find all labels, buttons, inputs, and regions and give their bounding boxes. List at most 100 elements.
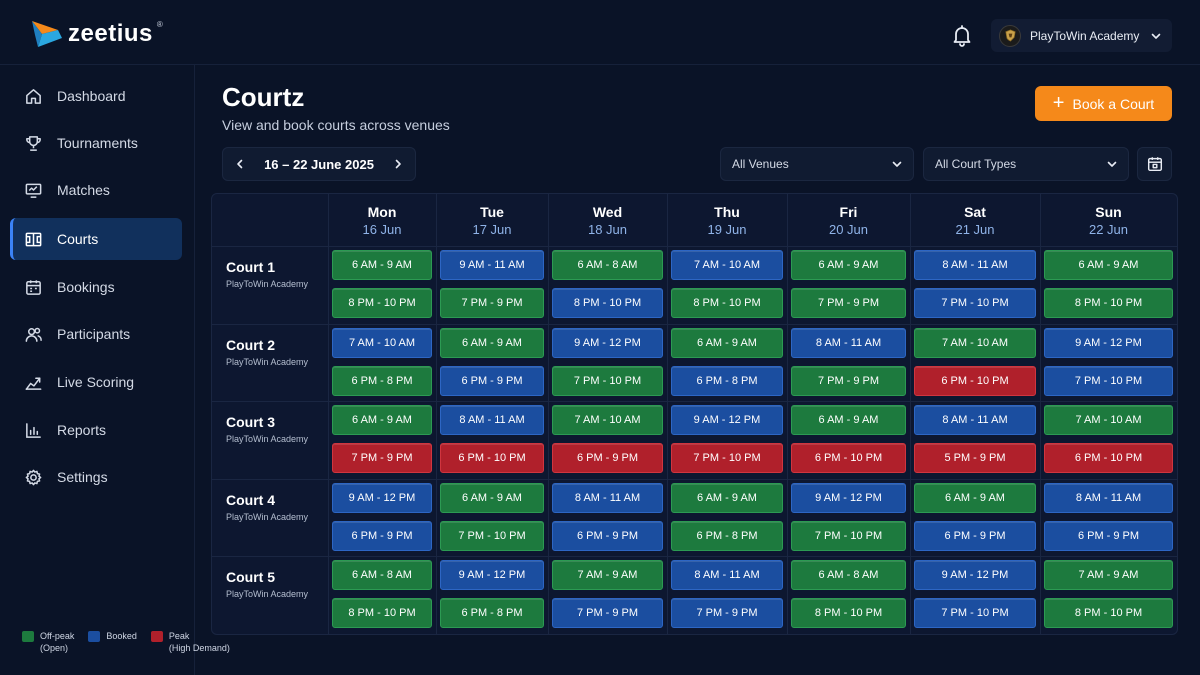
book-court-button[interactable]: + Book a Court [1035, 86, 1172, 121]
time-slot-off[interactable]: 6 PM - 8 PM [440, 598, 544, 629]
time-slot-off[interactable]: 6 PM - 8 PM [332, 365, 432, 396]
time-slot-off[interactable]: 7 AM - 9 AM [1044, 560, 1173, 591]
time-slot-booked[interactable]: 8 AM - 11 AM [914, 405, 1036, 436]
time-slot-off[interactable]: 8 PM - 10 PM [671, 288, 783, 318]
time-slot-booked[interactable]: 9 AM - 12 PM [552, 327, 663, 358]
time-slot-off[interactable]: 7 PM - 9 PM [440, 288, 544, 318]
time-slot-off[interactable]: 6 AM - 8 AM [552, 250, 663, 280]
time-slot-off[interactable]: 6 AM - 9 AM [791, 405, 906, 436]
sidebar-item-label: Settings [57, 469, 108, 485]
sidebar-item-settings[interactable]: Settings [10, 456, 182, 498]
time-slot-booked[interactable]: 8 AM - 11 AM [914, 250, 1036, 280]
time-slot-peak[interactable]: 6 PM - 10 PM [791, 443, 906, 474]
calendar-picker-button[interactable] [1137, 147, 1172, 181]
time-slot-off[interactable]: 7 AM - 10 AM [914, 327, 1036, 358]
sidebar-item-live-scoring[interactable]: Live Scoring [10, 361, 182, 403]
time-slot-off[interactable]: 6 AM - 9 AM [440, 327, 544, 358]
time-slot-off[interactable]: 7 PM - 10 PM [552, 365, 663, 396]
time-slot-off[interactable]: 6 AM - 9 AM [914, 482, 1036, 513]
time-slot-off[interactable]: 6 AM - 9 AM [671, 327, 783, 358]
sidebar-item-participants[interactable]: Participants [10, 313, 182, 355]
time-slot-off[interactable]: 6 AM - 8 AM [791, 560, 906, 591]
time-slot-peak[interactable]: 5 PM - 9 PM [914, 443, 1036, 474]
account-switcher[interactable]: PlayToWin Academy [991, 19, 1172, 52]
time-slot-booked[interactable]: 9 AM - 11 AM [440, 250, 544, 280]
time-slot-booked[interactable]: 9 AM - 12 PM [440, 560, 544, 591]
time-slot-booked[interactable]: 8 AM - 11 AM [1044, 482, 1173, 513]
sidebar-item-dashboard[interactable]: Dashboard [10, 75, 182, 117]
time-slot-booked[interactable]: 7 PM - 9 PM [671, 598, 783, 629]
time-slot-peak[interactable]: 7 PM - 9 PM [332, 443, 432, 474]
time-slot-off[interactable]: 6 AM - 9 AM [671, 482, 783, 513]
time-slot-booked[interactable]: 9 AM - 12 PM [791, 482, 906, 513]
time-slot-booked[interactable]: 7 PM - 10 PM [1044, 365, 1173, 396]
time-slot-off[interactable]: 7 PM - 10 PM [791, 520, 906, 551]
chevron-down-icon [892, 161, 902, 167]
page-title: Courtz [222, 82, 305, 112]
time-slot-off[interactable]: 7 PM - 9 PM [791, 365, 906, 396]
time-slot-booked[interactable]: 7 PM - 9 PM [552, 598, 663, 629]
time-slot-booked[interactable]: 9 AM - 12 PM [671, 405, 783, 436]
sidebar-item-bookings[interactable]: Bookings [10, 266, 182, 308]
time-slot-peak[interactable]: 7 PM - 10 PM [671, 443, 783, 474]
time-slot-off[interactable]: 6 AM - 8 AM [332, 560, 432, 591]
time-slot-off[interactable]: 8 PM - 10 PM [1044, 288, 1173, 318]
time-slot-off[interactable]: 7 PM - 9 PM [791, 288, 906, 318]
time-slot-booked[interactable]: 9 AM - 12 PM [1044, 327, 1173, 358]
users-icon [24, 325, 43, 344]
time-slot-booked[interactable]: 6 PM - 9 PM [1044, 520, 1173, 551]
time-slot-booked[interactable]: 6 PM - 9 PM [332, 520, 432, 551]
chevron-right-icon[interactable] [389, 155, 407, 173]
time-slot-booked[interactable]: 8 AM - 11 AM [552, 482, 663, 513]
time-slot-off[interactable]: 8 PM - 10 PM [791, 598, 906, 629]
time-slot-booked[interactable]: 6 PM - 8 PM [671, 365, 783, 396]
time-slot-off[interactable]: 6 PM - 8 PM [671, 520, 783, 551]
notification-bell-icon[interactable] [950, 23, 974, 47]
time-slot-booked[interactable]: 7 AM - 10 AM [332, 327, 432, 358]
time-slot-booked[interactable]: 6 PM - 9 PM [440, 365, 544, 396]
chevron-left-icon[interactable] [231, 155, 249, 173]
time-slot-peak[interactable]: 6 PM - 9 PM [552, 443, 663, 474]
time-slot-booked[interactable]: 9 AM - 12 PM [332, 482, 432, 513]
court-type-select[interactable]: All Court Types [923, 147, 1129, 181]
time-slot-off[interactable]: 8 PM - 10 PM [332, 598, 432, 629]
time-slot-off[interactable]: 7 PM - 10 PM [440, 520, 544, 551]
legend-offpeak-sublabel: (Open) [40, 643, 69, 653]
time-slot-off[interactable]: 6 AM - 9 AM [332, 405, 432, 436]
sidebar-item-tournaments[interactable]: Tournaments [10, 122, 182, 164]
brand-name: zeetius [68, 20, 153, 47]
time-slot-peak[interactable]: 6 PM - 10 PM [440, 443, 544, 474]
time-slot-booked[interactable]: 8 AM - 11 AM [671, 560, 783, 591]
time-slot-booked[interactable]: 7 PM - 10 PM [914, 598, 1036, 629]
time-slot-off[interactable]: 6 AM - 9 AM [1044, 250, 1173, 280]
time-slot-off[interactable]: 8 PM - 10 PM [1044, 598, 1173, 629]
time-slot-peak[interactable]: 6 PM - 10 PM [914, 365, 1036, 396]
time-slot-off[interactable]: 6 AM - 9 AM [440, 482, 544, 513]
sidebar-item-reports[interactable]: Reports [10, 409, 182, 451]
time-slot-booked[interactable]: 6 PM - 9 PM [552, 520, 663, 551]
time-slot-booked[interactable]: 6 PM - 9 PM [914, 520, 1036, 551]
time-slot-booked[interactable]: 9 AM - 12 PM [914, 560, 1036, 591]
brand-logo[interactable]: zeetius ® [32, 20, 163, 48]
time-slot-booked[interactable]: 7 PM - 10 PM [914, 288, 1036, 318]
logo-mark-icon [32, 21, 62, 47]
sidebar-item-matches[interactable]: Matches [10, 169, 182, 211]
time-slot-booked[interactable]: 8 AM - 11 AM [440, 405, 544, 436]
sidebar-item-courts[interactable]: Courts [10, 218, 182, 260]
time-slot-booked[interactable]: 8 PM - 10 PM [552, 288, 663, 318]
time-slot-off[interactable]: 6 AM - 9 AM [332, 250, 432, 280]
grid-row-divider [212, 401, 1177, 403]
time-slot-booked[interactable]: 8 AM - 11 AM [791, 327, 906, 358]
time-slot-off[interactable]: 8 PM - 10 PM [332, 288, 432, 318]
time-slot-off[interactable]: 7 AM - 10 AM [552, 405, 663, 436]
time-slot-peak[interactable]: 6 PM - 10 PM [1044, 443, 1173, 474]
grid-column-divider [548, 194, 549, 634]
venue-select[interactable]: All Venues [720, 147, 914, 181]
time-slot-booked[interactable]: 7 AM - 10 AM [671, 250, 783, 280]
time-slot-off[interactable]: 7 AM - 9 AM [552, 560, 663, 591]
day-header: Wed 18 Jun [548, 204, 667, 237]
time-slot-off[interactable]: 7 AM - 10 AM [1044, 405, 1173, 436]
monitor-icon [24, 181, 43, 200]
week-navigator: 16 – 22 June 2025 [222, 147, 416, 181]
time-slot-off[interactable]: 6 AM - 9 AM [791, 250, 906, 280]
